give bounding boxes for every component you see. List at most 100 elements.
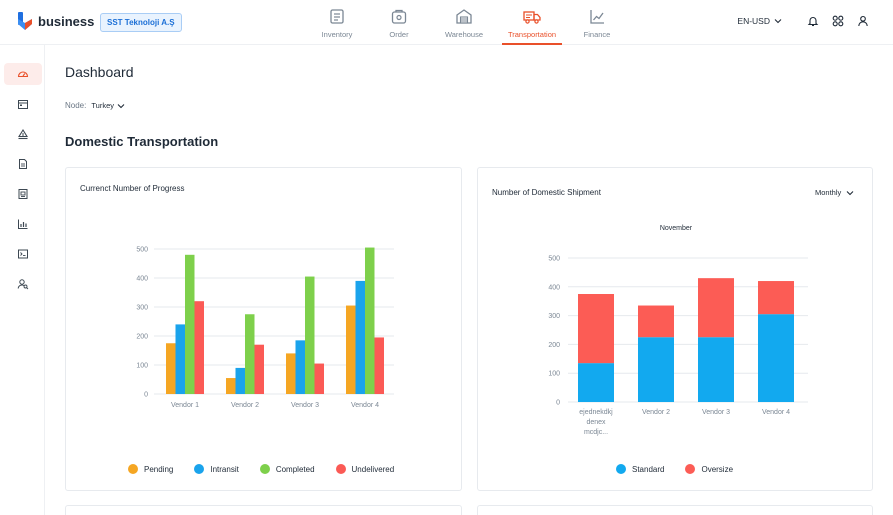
period-selector[interactable]: Monthly xyxy=(815,188,854,197)
currency-selector[interactable]: EN-USD xyxy=(737,16,782,26)
nav-order[interactable]: Order xyxy=(370,0,428,45)
progress-bar-chart: 0 100 200 300 400 500 Vendor 1 Vendor 2 Vendor 3… xyxy=(136,247,394,409)
apps-grid-icon[interactable] xyxy=(832,15,844,27)
bar-intransit[interactable] xyxy=(175,324,186,394)
bar-pending[interactable] xyxy=(286,353,296,394)
user-search-icon xyxy=(17,279,29,290)
logo-icon xyxy=(18,12,32,30)
bar-completed[interactable] xyxy=(365,247,375,394)
nav-label-finance: Finance xyxy=(583,30,611,39)
x-tick-label: Vendor 2 xyxy=(231,402,259,409)
dashboard-gauge-icon xyxy=(17,71,29,78)
progress-card-title: Currenct Number of Progress xyxy=(80,184,185,193)
report-icon xyxy=(18,189,28,199)
bar-undelivered[interactable] xyxy=(194,301,205,394)
y-tick-label: 300 xyxy=(136,305,148,312)
header-tools: EN-USD xyxy=(737,15,869,27)
top-bar: business SST Teknoloji A.Ş Inventory Ord… xyxy=(0,0,893,45)
bar-oversize[interactable] xyxy=(638,305,674,338)
bar-undelivered[interactable] xyxy=(374,337,385,394)
bar-intransit[interactable] xyxy=(235,367,246,394)
legend-dot-oversize xyxy=(685,464,696,474)
sidebar-item-reports[interactable] xyxy=(4,183,42,205)
sidebar-item-calendar[interactable] xyxy=(4,93,42,115)
nav-inventory[interactable]: Inventory xyxy=(308,0,366,45)
sidebar-item-terminal[interactable] xyxy=(4,243,42,265)
document-icon xyxy=(19,159,27,169)
legend-item-oversize[interactable]: Oversize xyxy=(685,464,733,474)
nav-label-transportation: Transportation xyxy=(507,30,557,39)
bar-oversize[interactable] xyxy=(578,294,614,364)
order-icon xyxy=(391,9,407,24)
next-card-right xyxy=(477,505,873,515)
chevron-down-icon xyxy=(774,19,782,24)
legend-dot-pending xyxy=(128,464,138,474)
bar-intransit[interactable] xyxy=(295,340,306,394)
y-tick-label: 100 xyxy=(136,363,148,370)
bar-pending[interactable] xyxy=(346,305,356,394)
x-tick-label: Vendor 2 xyxy=(642,409,670,416)
inventory-icon xyxy=(330,9,344,24)
x-tick-label: mcdjc... xyxy=(584,429,608,436)
nav-warehouse[interactable]: Warehouse xyxy=(432,0,496,45)
x-tick-label: Vendor 3 xyxy=(291,402,319,409)
y-tick-label: 200 xyxy=(136,334,148,341)
legend-item-pending[interactable]: Pending xyxy=(128,464,173,474)
legend-dot-intransit xyxy=(194,464,205,474)
sidebar-item-analytics[interactable] xyxy=(4,213,42,235)
sidebar-item-dashboard[interactable] xyxy=(4,63,42,85)
sidebar-item-users[interactable] xyxy=(4,273,42,295)
bar-standard[interactable] xyxy=(578,363,614,402)
bar-pending[interactable] xyxy=(166,343,176,394)
sidebar-item-documents[interactable] xyxy=(4,153,42,175)
x-tick-label: ejednekdkj xyxy=(579,409,613,416)
bell-icon[interactable] xyxy=(807,15,819,27)
y-tick-label: 400 xyxy=(548,284,560,291)
company-badge[interactable]: SST Teknoloji A.Ş xyxy=(100,13,182,32)
nav-transportation[interactable]: Transportation xyxy=(500,0,564,45)
main-nav: Inventory Order Warehouse xyxy=(306,0,628,45)
progress-card: Currenct Number of Progress 0 100 200 300 40… xyxy=(65,167,462,491)
legend-label-standard: Standard xyxy=(632,464,665,474)
terminal-icon xyxy=(18,249,28,259)
warehouse-icon xyxy=(456,9,472,24)
nav-label-inventory: Inventory xyxy=(321,30,353,39)
bar-undelivered[interactable] xyxy=(314,363,325,394)
bar-oversize[interactable] xyxy=(758,281,794,315)
bar-intransit[interactable] xyxy=(355,280,366,394)
brand-logo[interactable]: business xyxy=(18,12,94,30)
sidebar-item-upload[interactable] xyxy=(4,123,42,145)
bar-standard[interactable] xyxy=(698,337,734,402)
shipment-card-title: Number of Domestic Shipment xyxy=(492,188,601,197)
legend-dot-standard xyxy=(616,464,626,474)
legend-item-intransit[interactable]: Intransit xyxy=(194,464,239,474)
bar-completed[interactable] xyxy=(185,254,195,394)
legend-label-undelivered: Undelivered xyxy=(351,464,395,474)
bar-standard[interactable] xyxy=(638,337,674,402)
x-tick-label: Vendor 4 xyxy=(762,409,790,416)
legend-item-standard[interactable]: Standard xyxy=(616,464,664,474)
bar-pending[interactable] xyxy=(226,378,236,394)
finance-chart-icon xyxy=(590,10,604,24)
node-value: Turkey xyxy=(91,101,115,110)
shipment-card: Number of Domestic Shipment Monthly Nove… xyxy=(477,167,873,491)
upload-icon xyxy=(18,128,28,140)
y-tick-label: 400 xyxy=(136,276,148,283)
bar-completed[interactable] xyxy=(245,314,255,394)
legend-label-pending: Pending xyxy=(144,464,174,474)
node-filter[interactable]: Node: Turkey xyxy=(65,101,125,110)
nav-finance[interactable]: Finance xyxy=(568,0,626,45)
bar-oversize[interactable] xyxy=(698,278,734,338)
nav-label-warehouse: Warehouse xyxy=(444,30,484,39)
x-tick-label: Vendor 4 xyxy=(351,402,379,409)
legend-item-completed[interactable]: Completed xyxy=(259,464,315,474)
y-tick-label: 0 xyxy=(556,400,560,407)
section-title: Domestic Transportation xyxy=(65,134,219,149)
bar-completed[interactable] xyxy=(305,276,315,394)
y-tick-label: 300 xyxy=(548,313,560,320)
bar-standard[interactable] xyxy=(758,314,794,402)
legend-label-intransit: Intransit xyxy=(210,464,239,474)
user-icon[interactable] xyxy=(857,15,869,27)
legend-item-undelivered[interactable]: Undelivered xyxy=(335,464,395,474)
bar-undelivered[interactable] xyxy=(254,344,265,394)
